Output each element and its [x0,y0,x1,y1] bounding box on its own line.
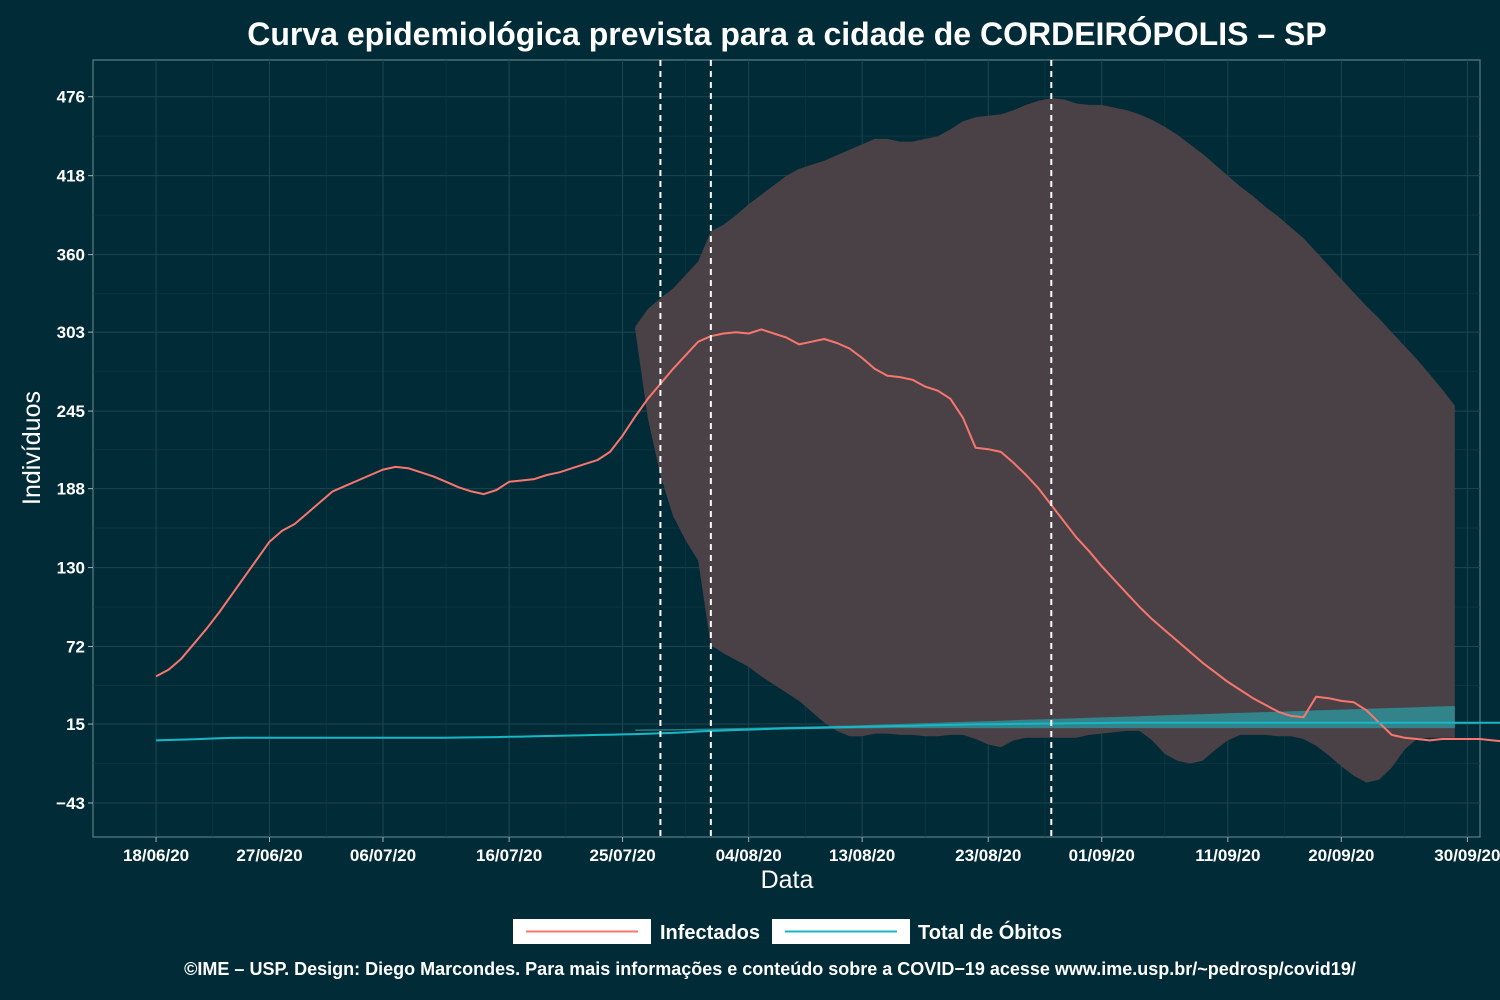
y-tick-label: 303 [57,323,85,342]
x-tick-label: 11/09/20 [1195,846,1260,865]
legend-label-infectados: Infectados [660,922,760,944]
y-tick-label: 418 [57,167,85,186]
series-lines [155,328,1500,743]
legend-label-obitos: Total de Óbitos [918,920,1062,944]
y-tick-label: −43 [56,794,85,813]
y-tick-label: 360 [57,246,85,265]
obitos-confidence-band [635,706,1455,731]
x-tick-label: 25/07/20 [589,846,655,865]
y-axis-ticks: 476 418 360 303 245 188 130 72 15 −43 [56,88,93,813]
x-tick-label: 23/08/20 [955,846,1021,865]
x-tick-label: 04/08/20 [716,846,782,865]
infectados-confidence-band [635,98,1455,783]
y-tick-label: 130 [57,559,85,578]
infectados-line [155,328,1500,743]
y-tick-label: 72 [66,637,85,656]
x-tick-label: 18/06/20 [123,846,189,865]
obitos-line [155,721,1500,742]
x-tick-label: 06/07/20 [350,846,416,865]
y-tick-label: 15 [66,715,85,734]
y-axis-title: Indivíduos [18,391,46,505]
x-tick-label: 16/07/20 [476,846,542,865]
x-axis-title: Data [761,866,814,894]
reference-lines [659,60,1053,837]
x-tick-label: 27/06/20 [236,846,302,865]
x-tick-label: 01/09/20 [1069,846,1135,865]
footer-credit: ©IME – USP. Design: Diego Marcondes. Par… [184,959,1356,979]
y-tick-label: 245 [57,402,85,421]
x-tick-label: 20/09/20 [1308,846,1374,865]
confidence-bands [635,98,1455,783]
y-tick-label: 188 [57,480,85,499]
x-axis-ticks: 18/06/20 27/06/20 06/07/20 16/07/20 25/07/20… [123,837,1500,865]
x-tick-label: 13/08/20 [829,846,895,865]
y-tick-label: 476 [57,88,85,107]
chart-title: Curva epidemiológica prevista para a cid… [247,16,1326,52]
legend: Infectados Total de Óbitos [513,919,1062,944]
x-tick-label: 30/09/20 [1434,846,1500,865]
